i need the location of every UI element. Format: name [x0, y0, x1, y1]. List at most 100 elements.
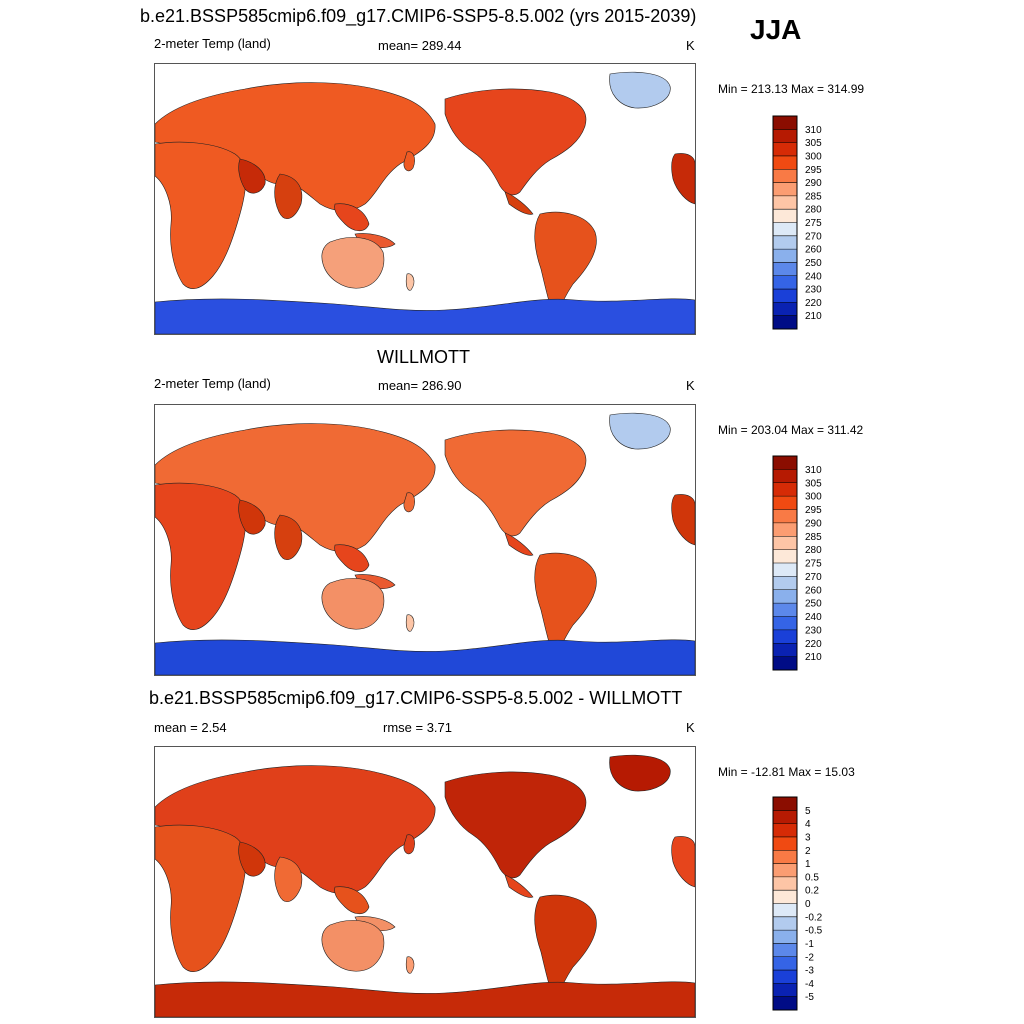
- colorbar-tick-label: 230: [805, 285, 822, 296]
- landmass-australia: [321, 578, 385, 630]
- landmass-india: [274, 173, 303, 219]
- colorbar-tick-label: 0.2: [805, 886, 819, 897]
- colorbar-bin: [773, 222, 797, 237]
- landmass-westafrica-edge: [671, 494, 695, 546]
- panel-2-title: WILLMOTT: [377, 347, 470, 367]
- landmass-arabia: [238, 841, 266, 877]
- colorbar-tick-label: 210: [805, 652, 822, 663]
- panel-2-colorbar: 310 305 300 295 290 285 280 275 270 260 250 240 230 2…: [772, 455, 822, 671]
- panel-2-land: [155, 412, 695, 675]
- colorbar-tick-label: -0.5: [805, 926, 823, 937]
- colorbar-bin: [773, 983, 797, 997]
- colorbar-bin: [773, 656, 797, 671]
- colorbar-bin: [773, 629, 797, 644]
- colorbar-tick-label: 220: [805, 298, 822, 309]
- landmass-seasia: [334, 544, 370, 573]
- colorbar-bin: [773, 797, 797, 811]
- colorbar-bin: [773, 890, 797, 904]
- colorbar-bin: [773, 616, 797, 631]
- panel-3-land: [155, 754, 695, 1017]
- panel-3-colorbar-svg: 5 4 3 2 1 0.5 0.2 0 -0.2 -0.5 -1 -2 -3 -4 -5: [772, 796, 823, 1011]
- landmass-greenland: [609, 412, 671, 450]
- colorbar-tick-label: 275: [805, 559, 822, 570]
- colorbar-bin: [773, 996, 797, 1011]
- landmass-greenland: [609, 71, 671, 109]
- colorbar-tick-label: 290: [805, 178, 822, 189]
- colorbar-tick-label: 285: [805, 532, 822, 543]
- colorbar-tick-label: 305: [805, 138, 822, 149]
- landmass-northamerica: [444, 771, 587, 879]
- colorbar-tick-label: 300: [805, 151, 822, 162]
- panel-1-land: [155, 71, 695, 334]
- colorbar-tick-label: 305: [805, 478, 822, 489]
- landmass-westafrica-edge: [671, 836, 695, 888]
- colorbar-bin: [773, 970, 797, 984]
- colorbar-bin: [773, 876, 797, 891]
- colorbar-tick-label: 310: [805, 465, 822, 476]
- panel-1-colorbar: 310 305 300 295 290 285 280 275 270 260 250 240 230 2…: [772, 115, 822, 330]
- landmass-centralamerica: [504, 874, 534, 898]
- colorbar-tick-label: -4: [805, 979, 814, 990]
- colorbar-tick-label: 4: [805, 819, 811, 830]
- colorbar-bin: [773, 603, 797, 617]
- landmass-india: [274, 856, 303, 902]
- landmass-arabia: [238, 499, 266, 535]
- colorbar-bin: [773, 456, 797, 470]
- colorbar-bin: [773, 563, 797, 577]
- landmass-newzealand: [405, 956, 415, 974]
- landmass-antarctica: [155, 639, 695, 675]
- colorbar-bin: [773, 129, 797, 143]
- panel-2-map: [154, 404, 696, 676]
- panel-2-mean-label: mean= 286.90: [378, 378, 462, 393]
- landmass-japan: [403, 492, 415, 513]
- panel-2-minmax: Min = 203.04 Max = 311.42: [718, 423, 864, 437]
- colorbar-bin: [773, 482, 797, 497]
- colorbar-bin: [773, 643, 797, 657]
- landmass-newzealand: [405, 273, 415, 291]
- panel-3-mean-label: mean = 2.54: [154, 720, 227, 735]
- colorbar-bin: [773, 536, 797, 550]
- colorbar-bin: [773, 289, 797, 303]
- colorbar-tick-label: 1: [805, 859, 811, 870]
- season-label: JJA: [750, 14, 802, 45]
- panel-1-variable-label: 2-meter Temp (land): [154, 36, 271, 51]
- colorbar-bin: [773, 930, 797, 944]
- panel-3-colorbar: 5 4 3 2 1 0.5 0.2 0 -0.2 -0.5 -1 -2 -3 -4 -5: [772, 796, 823, 1011]
- colorbar-bin: [773, 850, 797, 864]
- landmass-antarctica: [155, 298, 695, 334]
- panel-3-map: [154, 746, 696, 1018]
- colorbar-tick-label: 260: [805, 585, 822, 596]
- colorbar-tick-label: 285: [805, 191, 822, 202]
- colorbar-tick-label: -0.2: [805, 912, 823, 923]
- colorbar-bin: [773, 249, 797, 263]
- colorbar-bin: [773, 302, 797, 316]
- colorbar-bin: [773, 903, 797, 918]
- landmass-africa: [155, 482, 247, 630]
- colorbar-tick-label: 5: [805, 806, 811, 817]
- panel-3-units: K: [686, 720, 695, 735]
- colorbar-tick-label: 220: [805, 639, 822, 650]
- colorbar-tick-label: 275: [805, 218, 822, 229]
- colorbar-tick-label: 300: [805, 492, 822, 503]
- panel-2-variable-label: 2-meter Temp (land): [154, 376, 271, 391]
- panel-3-rmse-label: rmse = 3.71: [383, 720, 453, 735]
- panel-2-map-svg: [155, 412, 695, 675]
- colorbar-tick-label: 295: [805, 165, 822, 176]
- colorbar-bin: [773, 836, 797, 851]
- colorbar-tick-label: 3: [805, 832, 811, 843]
- panel-3-title: b.e21.BSSP585cmip6.f09_g17.CMIP6-SSP5-8.…: [149, 688, 683, 708]
- colorbar-bin: [773, 169, 797, 183]
- panel-1-title: b.e21.BSSP585cmip6.f09_g17.CMIP6-SSP5-8.…: [140, 6, 697, 26]
- colorbar-bin: [773, 576, 797, 591]
- landmass-northamerica: [444, 88, 587, 196]
- colorbar-tick-label: 230: [805, 625, 822, 636]
- colorbar-tick-label: 250: [805, 258, 822, 269]
- landmass-india: [274, 514, 303, 560]
- colorbar-tick-label: 240: [805, 612, 822, 623]
- colorbar-bin: [773, 209, 797, 223]
- colorbar-tick-label: 250: [805, 599, 822, 610]
- colorbar-bin: [773, 823, 797, 838]
- landmass-antarctica: [155, 981, 695, 1017]
- colorbar-bin: [773, 522, 797, 537]
- colorbar-bin: [773, 916, 797, 931]
